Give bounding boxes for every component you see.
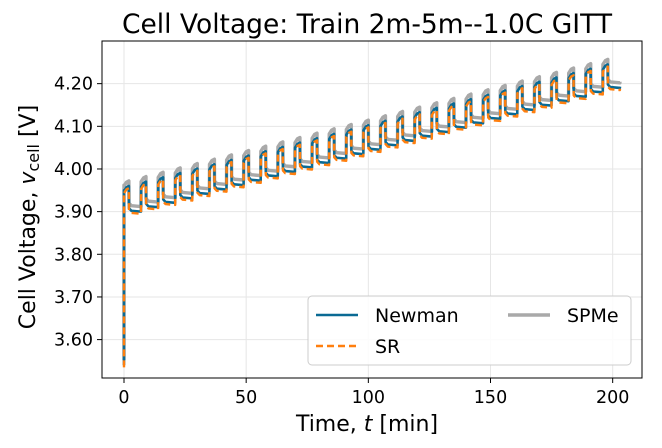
legend: Newman SR SPMe (307, 295, 632, 366)
y-tick-label: 3.80 (54, 245, 93, 265)
chart-title: Cell Voltage: Train 2m-5m--1.0C GITT (122, 9, 613, 40)
y-tick-label: 4.00 (54, 160, 93, 180)
x-axis-label: Time, t [min] (295, 412, 438, 437)
y-tick-label: 3.90 (54, 203, 93, 223)
y-tick-label: 4.20 (54, 75, 93, 95)
x-axis: 0 50 100 150 200 (118, 378, 629, 408)
plot-frame (101, 40, 643, 379)
x-tick-label: 150 (474, 388, 507, 408)
legend-label-sr: SR (375, 336, 400, 358)
legend-box (307, 295, 632, 366)
y-axis: 3.60 3.70 3.80 3.90 4.00 4.10 4.20 (54, 75, 102, 351)
series-line-sr (122, 65, 622, 368)
x-tick-label: 100 (352, 388, 385, 408)
series-line-newman (122, 63, 622, 366)
y-tick-label: 4.10 (54, 117, 93, 137)
y-axis-label: Cell Voltage, vcell [V] (16, 105, 43, 329)
legend-label-spme: SPMe (567, 305, 619, 327)
x-tick-label: 0 (118, 388, 129, 408)
y-tick-label: 3.60 (54, 331, 93, 351)
x-tick-label: 50 (235, 388, 257, 408)
legend-label-newman: Newman (375, 305, 459, 327)
series-layer (122, 57, 622, 368)
x-tick-label: 200 (596, 388, 629, 408)
y-tick-label: 3.70 (54, 288, 93, 308)
